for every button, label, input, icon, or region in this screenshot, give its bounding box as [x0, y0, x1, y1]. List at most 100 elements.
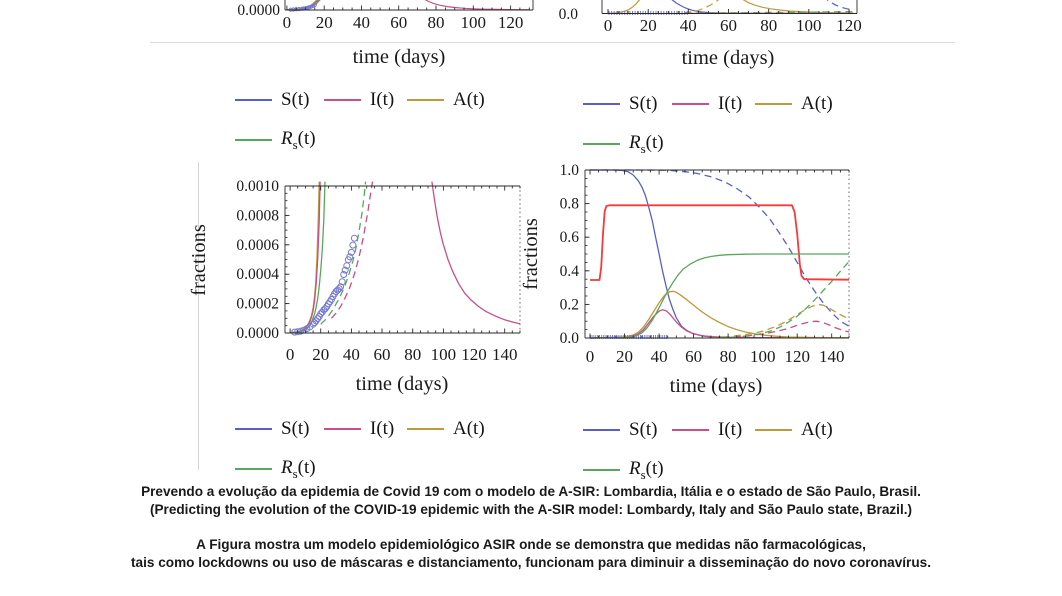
legend-row: Rs(t): [583, 131, 883, 156]
legend-label-I: I(t): [370, 89, 395, 110]
legend-item-I: I(t): [672, 419, 742, 441]
svg-text:0: 0: [586, 347, 595, 366]
svg-text:20: 20: [640, 16, 657, 35]
caption-body-line-2: tais como lockdowns ou uso de máscaras e…: [131, 554, 931, 570]
svg-text:0.0000: 0.0000: [237, 2, 280, 19]
svg-text:0.0006: 0.0006: [236, 237, 279, 254]
legend-swatch-A: [755, 103, 792, 105]
legend-item-S: S(t): [235, 418, 310, 440]
svg-text:100: 100: [431, 345, 457, 364]
caption-title-en: (Predicting the evolution of the COVID-1…: [149, 501, 913, 517]
legend-swatch-A: [755, 429, 792, 431]
svg-text:fractions: fractions: [188, 224, 210, 296]
legend-swatch-Rs: [235, 468, 272, 470]
legend-swatch-I: [672, 103, 709, 105]
legend-swatch-Rs: [235, 139, 272, 141]
legend-item-Rs: Rs(t): [235, 456, 316, 481]
svg-text:time (days): time (days): [356, 373, 449, 395]
svg-text:40: 40: [343, 345, 360, 364]
legend-label-A: A(t): [801, 93, 833, 114]
svg-text:20: 20: [316, 13, 333, 32]
legend-row: S(t) I(t) A(t): [583, 93, 883, 115]
svg-text:120: 120: [498, 13, 523, 32]
legend-item-S: S(t): [235, 89, 310, 111]
svg-text:0.0004: 0.0004: [236, 266, 279, 283]
legend-bottom-left: S(t) I(t) A(t) Rs(t): [235, 418, 535, 480]
legend-label-S: S(t): [629, 93, 658, 114]
legend-row: S(t) I(t) A(t): [235, 418, 535, 440]
svg-text:0.0: 0.0: [559, 6, 579, 23]
svg-text:40: 40: [353, 13, 370, 32]
svg-text:0: 0: [604, 16, 613, 35]
legend-item-Rs: Rs(t): [583, 131, 664, 156]
svg-text:0.0010: 0.0010: [236, 178, 279, 195]
legend-bottom-right: S(t) I(t) A(t) Rs(t): [583, 419, 883, 481]
svg-text:1.0: 1.0: [560, 162, 580, 179]
svg-text:140: 140: [492, 345, 518, 364]
legend-swatch-I: [672, 429, 709, 431]
legend-label-A: A(t): [453, 418, 485, 439]
svg-text:100: 100: [796, 16, 822, 35]
svg-text:0.0008: 0.0008: [236, 207, 279, 224]
legend-label-A: A(t): [453, 89, 485, 110]
svg-text:time (days): time (days): [670, 375, 763, 397]
svg-text:60: 60: [374, 345, 391, 364]
chart-top-right-partial: 0 20 40 60 80 100 120 0.0 time (days): [559, 0, 862, 69]
legend-top-right: S(t) I(t) A(t) Rs(t): [583, 93, 883, 155]
caption-body-line-1: A Figura mostra um modelo epidemiológico…: [196, 537, 866, 552]
svg-text:fractions: fractions: [520, 218, 542, 290]
legend-row: S(t) I(t) A(t): [235, 89, 535, 111]
legend-swatch-S: [583, 429, 620, 431]
legend-swatch-I: [324, 99, 361, 101]
legend-label-I: I(t): [370, 418, 395, 439]
legend-row: Rs(t): [583, 457, 883, 482]
legend-top-left: S(t) I(t) A(t) Rs(t): [235, 89, 535, 151]
legend-label-I: I(t): [718, 419, 743, 440]
legend-item-I: I(t): [324, 418, 394, 440]
legend-label-S: S(t): [629, 419, 658, 440]
legend-label-A: A(t): [801, 419, 833, 440]
legend-swatch-Rs: [583, 143, 620, 145]
legend-item-Rs: Rs(t): [235, 128, 316, 151]
svg-text:120: 120: [461, 345, 487, 364]
svg-text:60: 60: [685, 347, 702, 366]
svg-text:20: 20: [312, 345, 329, 364]
caption-title-pt: Prevendo a evolução da epidemia de Covid…: [141, 484, 921, 499]
svg-text:40: 40: [680, 16, 697, 35]
legend-swatch-A: [407, 99, 444, 101]
svg-text:80: 80: [760, 16, 777, 35]
chart-top-left-partial: 0 20 40 60 80 100 120 0.0000 time (days): [237, 0, 534, 68]
legend-row: Rs(t): [235, 128, 535, 151]
legend-item-S: S(t): [583, 419, 658, 441]
svg-text:40: 40: [651, 347, 668, 366]
legend-swatch-S: [583, 103, 620, 105]
legend-item-S: S(t): [583, 93, 658, 115]
caption-title: Prevendo a evolução da epidemia de Covid…: [0, 483, 1062, 518]
legend-label-Rs: Rs(t): [629, 131, 664, 156]
svg-text:100: 100: [750, 347, 776, 366]
svg-text:0.2: 0.2: [560, 296, 579, 313]
legend-item-A: A(t): [407, 418, 485, 440]
svg-text:140: 140: [819, 347, 845, 366]
legend-item-I: I(t): [672, 93, 742, 115]
legend-swatch-A: [407, 428, 444, 430]
svg-text:80: 80: [720, 347, 737, 366]
legend-swatch-Rs: [583, 469, 620, 471]
legend-label-Rs: Rs(t): [629, 457, 664, 482]
legend-label-Rs: Rs(t): [281, 456, 316, 481]
svg-text:time (days): time (days): [353, 46, 446, 68]
legend-item-Rs: Rs(t): [583, 457, 664, 482]
svg-text:time (days): time (days): [682, 47, 775, 69]
svg-text:0: 0: [286, 345, 295, 364]
legend-label-S: S(t): [281, 89, 310, 110]
svg-text:0.4: 0.4: [560, 263, 580, 280]
svg-text:0: 0: [283, 13, 292, 32]
svg-text:20: 20: [616, 347, 633, 366]
svg-text:0.8: 0.8: [560, 196, 580, 213]
svg-text:0.6: 0.6: [560, 229, 580, 246]
legend-item-A: A(t): [407, 89, 485, 111]
svg-text:80: 80: [404, 345, 421, 364]
svg-text:0.0000: 0.0000: [236, 325, 279, 342]
legend-row: Rs(t): [235, 456, 535, 481]
